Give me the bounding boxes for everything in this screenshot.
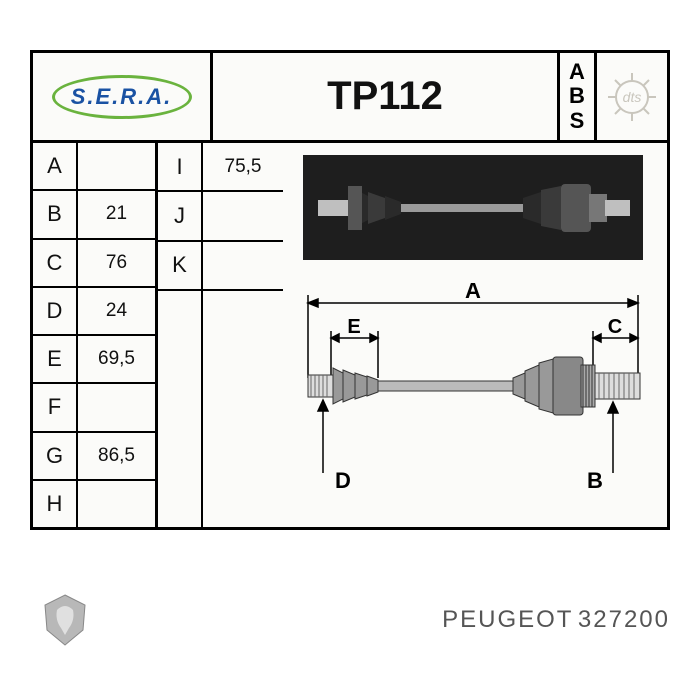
header-row: S.E.R.A. TP112 A B S — [33, 53, 667, 143]
dim-label-D: D — [335, 468, 351, 493]
diagram-area: A E — [283, 143, 667, 527]
value-A — [78, 143, 155, 191]
brand-name: PEUGEOT — [442, 606, 573, 633]
spec-sheet-frame: S.E.R.A. TP112 A B S — [30, 50, 670, 530]
spec-col-values-right: 75,5 — [203, 143, 283, 527]
peugeot-lion-icon — [30, 585, 100, 655]
gear-icon: dts — [602, 67, 662, 127]
dim-label-E: E — [347, 316, 360, 338]
footer-text: PEUGEOT 327200 — [442, 606, 670, 634]
body-row: A B C D E F G H 21 76 24 69,5 86,5 I J K — [33, 143, 667, 527]
dts-text: dts — [623, 89, 642, 105]
label-F: F — [33, 384, 76, 432]
label-D: D — [33, 288, 76, 336]
dim-label-C: C — [608, 316, 622, 338]
dim-label-B: B — [587, 468, 603, 493]
brand-code: 327200 — [578, 606, 670, 633]
spec-col-labels-right: I J K — [158, 143, 203, 527]
label-J: J — [158, 192, 201, 241]
label-G: G — [33, 433, 76, 481]
schematic-drawing: A E — [283, 283, 663, 513]
value-J — [203, 192, 283, 241]
label-I: I — [158, 143, 201, 192]
value-H — [78, 481, 155, 527]
footer: PEUGEOT 327200 — [30, 580, 670, 660]
sera-logo: S.E.R.A. — [52, 67, 192, 127]
abs-b: B — [569, 84, 585, 108]
label-H: H — [33, 481, 76, 527]
spec-col-labels-left: A B C D E F G H — [33, 143, 78, 527]
value-B: 21 — [78, 191, 155, 239]
dim-label-A: A — [465, 283, 481, 303]
label-B: B — [33, 191, 76, 239]
logo-cell: S.E.R.A. — [33, 53, 213, 140]
logo-text: S.E.R.A. — [52, 67, 192, 127]
dts-cell: dts — [597, 53, 667, 140]
value-I: 75,5 — [203, 143, 283, 192]
value-G: 86,5 — [78, 433, 155, 481]
value-C: 76 — [78, 240, 155, 288]
label-C: C — [33, 240, 76, 288]
spec-col-values-left: 21 76 24 69,5 86,5 — [78, 143, 158, 527]
value-D: 24 — [78, 288, 155, 336]
value-K — [203, 242, 283, 291]
part-photo — [303, 155, 643, 260]
label-K: K — [158, 242, 201, 291]
label-A: A — [33, 143, 76, 191]
abs-s: S — [570, 109, 585, 133]
label-E: E — [33, 336, 76, 384]
abs-a: A — [569, 60, 585, 84]
value-F — [78, 384, 155, 432]
value-E: 69,5 — [78, 336, 155, 384]
part-number: TP112 — [213, 53, 557, 140]
abs-label: A B S — [557, 53, 597, 140]
